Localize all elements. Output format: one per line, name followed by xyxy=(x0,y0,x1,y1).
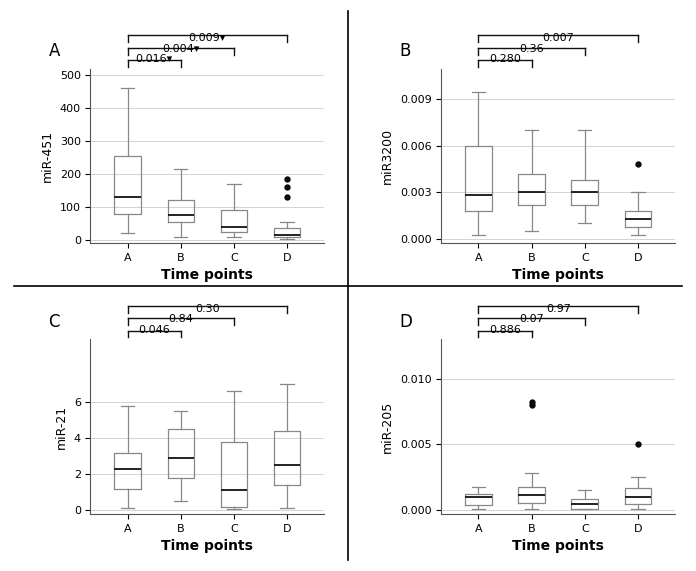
Text: 0.016▾: 0.016▾ xyxy=(136,54,173,64)
Y-axis label: miR-21: miR-21 xyxy=(55,404,68,449)
X-axis label: Time points: Time points xyxy=(512,539,604,553)
Y-axis label: miR-451: miR-451 xyxy=(41,130,54,182)
Text: 0.280: 0.280 xyxy=(489,54,521,64)
Text: A: A xyxy=(49,42,60,60)
Y-axis label: miR3200: miR3200 xyxy=(381,128,394,184)
Text: 0.97: 0.97 xyxy=(546,304,571,314)
Y-axis label: miR-205: miR-205 xyxy=(381,400,395,453)
Text: D: D xyxy=(400,312,412,331)
Text: 0.886: 0.886 xyxy=(489,325,521,335)
X-axis label: Time points: Time points xyxy=(161,539,253,553)
Text: 0.07: 0.07 xyxy=(519,315,544,324)
Text: 0.30: 0.30 xyxy=(195,304,220,314)
X-axis label: Time points: Time points xyxy=(161,268,253,283)
Text: 0.009▾: 0.009▾ xyxy=(189,33,226,43)
Text: C: C xyxy=(49,312,60,331)
Text: 0.046: 0.046 xyxy=(139,325,170,335)
Text: 0.007: 0.007 xyxy=(542,33,574,43)
Text: 0.004▾: 0.004▾ xyxy=(162,43,200,54)
Text: 0.84: 0.84 xyxy=(168,315,193,324)
X-axis label: Time points: Time points xyxy=(512,268,604,283)
Text: 0.36: 0.36 xyxy=(519,43,544,54)
Text: B: B xyxy=(400,42,411,60)
